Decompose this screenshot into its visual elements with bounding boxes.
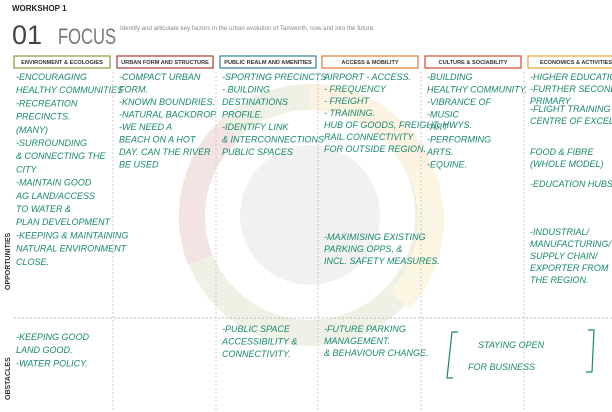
- column-title: PUBLIC REALM AND AMENITIES: [224, 60, 312, 66]
- handwritten-note: & CONNECTING THE: [16, 151, 107, 161]
- workshop-title: FOCUS: [58, 24, 116, 49]
- handwritten-note: -EQUINE.: [427, 160, 467, 170]
- handwritten-note: FOR OUTSIDE REGION.: [324, 144, 426, 154]
- handwritten-note: RAIL CONNECTIVITY: [324, 132, 414, 142]
- handwritten-note: CITY: [16, 164, 37, 174]
- handwritten-note: -INDUSTRIAL/: [530, 227, 591, 237]
- handwritten-note: -PERFORMING: [427, 135, 491, 145]
- handwritten-note: -KEEPING GOOD: [16, 332, 90, 342]
- column-title: ECONOMICS & ACTIVITIES: [540, 60, 612, 66]
- handwritten-note: -IDENTIFY LINK: [222, 122, 289, 132]
- handwritten-note: -FURTHER SECONDARY: [530, 84, 612, 94]
- handwritten-note: AIRPORT - ACCESS.: [323, 72, 411, 82]
- handwritten-note: - TRAINING.: [324, 108, 375, 118]
- column-title: URBAN FORM AND STRUCTURE: [121, 60, 209, 66]
- handwritten-note: -EDUCATION HUBS: [530, 179, 612, 189]
- column-title: ACCESS & MOBILITY: [341, 60, 398, 66]
- workshop-label: WORKSHOP 1: [12, 4, 67, 13]
- handwritten-note: DAY. CAN THE RIVER: [119, 147, 211, 157]
- handwritten-note: -NATURAL BACKDROP: [119, 110, 216, 120]
- column-header: [527, 55, 612, 69]
- handwritten-note: -KNOWN BOUNDRIES.: [119, 97, 215, 107]
- handwritten-note: DESTINATIONS: [222, 97, 288, 107]
- column-header: [219, 55, 317, 69]
- handwritten-note: (WHOLE MODEL): [530, 159, 604, 169]
- instruction: Identify and articulate key factors in t…: [120, 25, 375, 32]
- handwritten-note: ARTS.: [426, 147, 453, 157]
- handwritten-note: - FREIGHT: [324, 96, 370, 106]
- handwritten-note: AG LAND/ACCESS: [15, 191, 95, 201]
- column-header: [116, 55, 214, 69]
- handwritten-note: HEALTHY COMMUNITY.: [427, 85, 527, 95]
- handwritten-note: -MUSIC: [427, 110, 459, 120]
- handwritten-note: PRIMARY: [530, 96, 572, 106]
- handwritten-note: NATURAL ENVIRONMENT: [16, 244, 128, 254]
- column-title: ENVIRONMENT & ECOLOGIES: [21, 60, 103, 66]
- handwritten-note: -FUTURE PARKING: [324, 324, 406, 334]
- handwritten-note: HEALTHY COMMUNITIES: [16, 85, 123, 95]
- handwritten-note: THE REGION.: [530, 275, 589, 285]
- handwritten-note: HUB OF GOODS, FREIGHT, HWYS.: [324, 120, 472, 130]
- handwritten-note: INCL. SAFETY MEASURES.: [324, 256, 440, 266]
- handwritten-note: PARKING OPPS, &: [324, 244, 402, 254]
- handwritten-note: -KEEPING & MAINTAINING: [16, 230, 128, 240]
- handwritten-note: PROFILE.: [222, 110, 263, 120]
- handwritten-note: LAND GOOD.: [16, 345, 73, 355]
- handwritten-note: FOOD & FIBRE: [530, 147, 595, 157]
- handwritten-note: CONNECTIVITY.: [222, 349, 291, 359]
- workshop-number: 01: [12, 20, 42, 50]
- handwritten-note: -RECREATION: [16, 98, 78, 108]
- handwritten-note: -SURROUNDING: [16, 138, 87, 148]
- handwritten-note: -BUILDING: [427, 72, 473, 82]
- column-header: [13, 55, 111, 69]
- handwritten-note: FORM.: [119, 85, 148, 95]
- handwritten-note: - FREQUENCY: [324, 84, 387, 94]
- handwritten-note: TO WATER &: [16, 204, 71, 214]
- row-label: OBSTACLES: [5, 357, 12, 400]
- handwritten-note: -PUBLIC SPACE: [222, 324, 291, 334]
- handwritten-note: -WATER POLICY.: [16, 358, 88, 368]
- handwritten-note: & INTERCONNECTIONS: [222, 135, 324, 145]
- banner-bracket: [446, 329, 595, 379]
- handwritten-note: PLAN DEVELOPMENT: [16, 217, 112, 227]
- row-label: OPPORTUNITIES: [5, 232, 12, 290]
- handwritten-note: BEACH ON A HOT: [119, 135, 197, 145]
- handwritten-note: MANUFACTURING/: [530, 239, 612, 249]
- column-header: [424, 55, 522, 69]
- handwritten-note: & BEHAVIOUR CHANGE.: [324, 348, 429, 358]
- handwritten-note: -MAINTAIN GOOD: [16, 178, 92, 188]
- handwritten-note: -ART: [427, 122, 449, 132]
- handwritten-note: -WE NEED A: [119, 122, 172, 132]
- column-header: [321, 55, 419, 69]
- handwritten-note: -VIBRANCE OF: [427, 97, 492, 107]
- handwritten-note: -ENCOURAGING: [16, 72, 87, 82]
- handwritten-note: -COMPACT URBAN: [119, 72, 201, 82]
- handwritten-note: PRECINCTS.: [16, 112, 71, 122]
- handwritten-note: - BUILDING: [222, 85, 270, 95]
- handwritten-note: -HIGHER EDUCATION: [530, 72, 612, 82]
- handwritten-note: CLOSE.: [16, 257, 49, 267]
- handwritten-note: -MAXIMISING EXISTING: [324, 232, 426, 242]
- handwritten-note: -FLIGHT TRAINING: [530, 104, 611, 114]
- handwritten-note: -SPORTING PRECINCTS: [222, 72, 326, 82]
- handwritten-note: ACCESSIBILITY &: [221, 337, 297, 347]
- handwritten-note: (MANY): [16, 125, 48, 135]
- handwritten-note: EXPORTER FROM: [530, 263, 609, 273]
- handwritten-note: SUPPLY CHAIN/: [530, 251, 599, 261]
- handwritten-note: CENTRE OF EXCELLENCE: [530, 116, 612, 126]
- handwritten-note: PUBLIC SPACES: [222, 147, 293, 157]
- banner-note: FOR BUSINESS: [468, 362, 535, 372]
- column-title: CULTURE & SOCIABILITY: [439, 60, 508, 66]
- background-wheel: [178, 83, 445, 346]
- handwritten-note: MANAGEMENT.: [324, 336, 390, 346]
- banner-note: STAYING OPEN: [478, 340, 545, 350]
- handwritten-note: BE USED: [119, 160, 159, 170]
